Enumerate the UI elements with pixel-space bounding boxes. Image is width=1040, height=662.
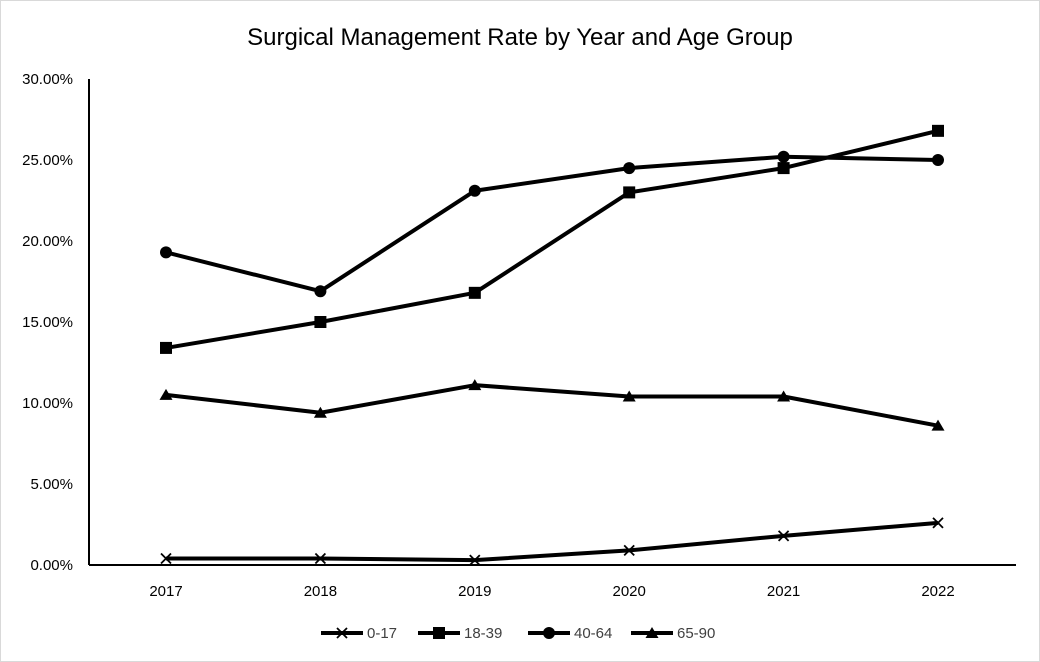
legend-label: 18-39	[464, 625, 502, 642]
legend-item: 18-39	[418, 625, 502, 642]
y-tick-label: 25.00%	[22, 152, 73, 169]
data-point	[159, 388, 173, 400]
data-point	[468, 379, 482, 391]
legend-item: 0-17	[321, 625, 397, 642]
series-65-90	[159, 379, 945, 431]
data-point	[932, 154, 944, 166]
legend-label: 0-17	[367, 625, 397, 642]
data-point	[777, 530, 790, 542]
data-point	[314, 316, 327, 328]
axes	[88, 79, 1016, 566]
x-tick-label: 2019	[458, 583, 491, 600]
data-point	[932, 124, 944, 137]
data-point	[932, 517, 944, 529]
data-point	[160, 552, 172, 565]
series-0-17	[160, 517, 944, 566]
data-point	[160, 246, 172, 259]
chart-title: Surgical Management Rate by Year and Age…	[247, 24, 793, 51]
data-point	[314, 285, 327, 298]
x-tick-label: 2018	[304, 583, 337, 600]
series-line	[165, 128, 939, 350]
series-line	[165, 383, 939, 428]
data-point	[468, 286, 481, 299]
legend-marker	[543, 627, 555, 639]
legend-item: 65-90	[631, 625, 715, 642]
y-tick-labels: 0.00% 5.00% 10.00% 15.00% 20.00% 25.00% 30.00%	[22, 71, 73, 574]
data-point	[469, 554, 481, 566]
series-40-64	[160, 150, 944, 298]
legend-label: 65-90	[677, 625, 715, 642]
x-tick-label: 2020	[613, 583, 646, 600]
data-point	[931, 419, 945, 431]
legend-item: 40-64	[528, 625, 612, 642]
y-tick-label: 20.00%	[22, 233, 73, 250]
series-group	[159, 124, 945, 566]
data-point	[160, 341, 172, 354]
series-line	[165, 154, 939, 294]
data-point	[314, 552, 327, 565]
x-tick-label: 2021	[767, 583, 800, 600]
y-tick-label: 10.00%	[22, 395, 73, 412]
y-tick-label: 0.00%	[30, 557, 73, 574]
y-tick-label: 15.00%	[22, 314, 73, 331]
series-line	[166, 520, 939, 563]
data-point	[622, 390, 636, 402]
x-tick-label: 2017	[149, 583, 182, 600]
legend-label: 40-64	[574, 625, 612, 642]
legend: 0-17 18-39 40-64 65-90	[321, 625, 715, 642]
data-point	[623, 162, 636, 175]
data-point	[313, 406, 327, 418]
data-point	[777, 150, 790, 163]
data-point	[468, 184, 481, 197]
x-tick-label: 2022	[921, 583, 954, 600]
data-point	[623, 544, 635, 557]
legend-marker	[336, 627, 348, 639]
x-tick-labels: 2017 2018 2019 2020 2021 2022	[149, 583, 954, 600]
series-18-39	[160, 124, 944, 354]
y-tick-label: 5.00%	[30, 476, 73, 493]
legend-marker	[433, 627, 445, 639]
y-tick-label: 30.00%	[22, 71, 73, 88]
legend-marker	[645, 627, 659, 638]
data-point	[777, 162, 790, 175]
data-point	[623, 186, 636, 199]
data-point	[777, 390, 791, 402]
